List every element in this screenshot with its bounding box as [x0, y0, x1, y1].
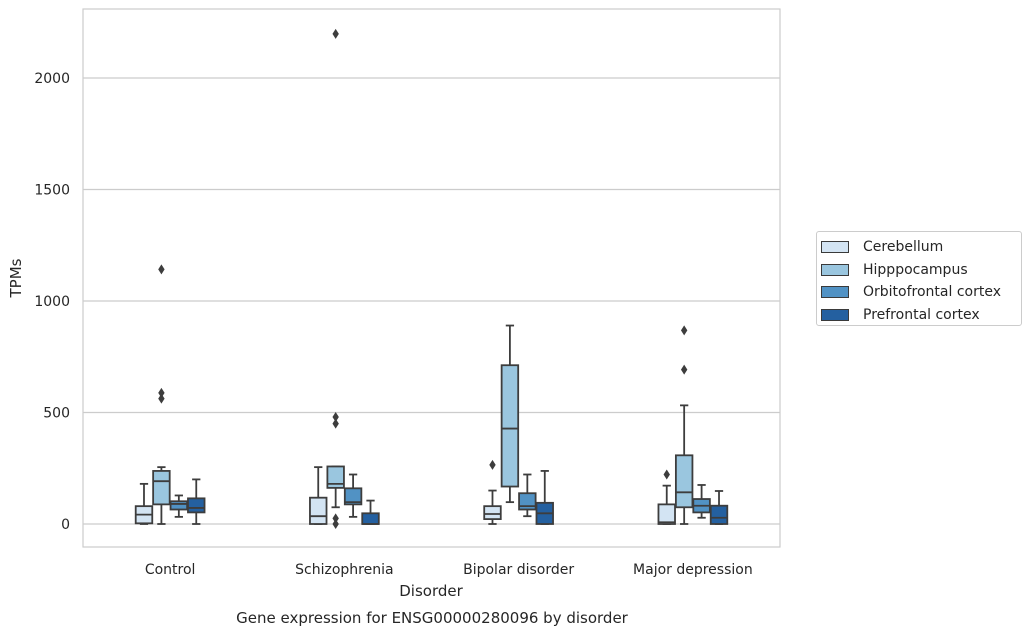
box-prefrontal-cortex	[709, 490, 729, 525]
legend-label: Hipppocampus	[863, 261, 968, 278]
box-hipppocampus	[674, 325, 694, 525]
legend: Cerebellum Hipppocampus Orbitofrontal co…	[816, 231, 1022, 326]
box-cerebellum	[134, 482, 154, 525]
outlier-point	[680, 325, 688, 336]
box-iqr	[483, 505, 502, 520]
outlier-point	[680, 364, 688, 375]
x-axis-ticks: Control Schizophrenia Bipolar disorder Majo…	[145, 562, 753, 578]
box-iqr	[500, 364, 520, 488]
x-tick-label: Major depression	[633, 562, 753, 578]
x-axis-label: Disorder	[399, 582, 463, 600]
legend-item: Cerebellum	[821, 236, 1021, 259]
plot-frame	[82, 8, 781, 548]
y-tick-label: 2000	[34, 71, 70, 87]
box-iqr	[709, 504, 729, 525]
box-series	[134, 28, 729, 529]
box-iqr	[152, 470, 171, 506]
y-tick-label: 500	[43, 406, 70, 422]
legend-swatch	[821, 241, 849, 254]
outlier-point	[158, 264, 165, 275]
box-cerebellum	[483, 459, 502, 525]
box-prefrontal-cortex	[361, 499, 380, 525]
y-tick-label: 1500	[34, 183, 70, 199]
x-tick-label: Schizophrenia	[295, 562, 393, 578]
legend-item: Orbitofrontal cortex	[821, 281, 1021, 304]
box-iqr	[169, 500, 189, 511]
outlier-point	[663, 469, 670, 480]
box-orbitofrontal-cortex	[169, 494, 189, 518]
box-iqr	[657, 503, 676, 525]
box-iqr	[326, 465, 345, 489]
box-iqr	[361, 512, 380, 525]
legend-label: Orbitofrontal cortex	[863, 284, 1001, 301]
outlier-point	[332, 28, 339, 39]
legend-label: Cerebellum	[863, 239, 944, 256]
y-axis-ticks: 0 500 1000 1500 2000	[34, 71, 70, 533]
box-cerebellum	[657, 469, 676, 525]
outlier-point	[332, 411, 339, 422]
x-tick-label: Control	[145, 562, 196, 578]
box-orbitofrontal-cortex	[518, 473, 537, 518]
legend-swatch	[821, 286, 849, 299]
box-iqr	[309, 496, 328, 525]
legend-swatch	[821, 308, 849, 321]
y-axis-label: TPMs	[7, 258, 25, 298]
outlier-point	[332, 418, 339, 429]
box-prefrontal-cortex	[535, 470, 554, 525]
box-cerebellum	[309, 466, 328, 525]
box-iqr	[674, 454, 694, 509]
outlier-point	[489, 459, 496, 470]
box-iqr	[187, 497, 206, 514]
y-tick-label: 1000	[34, 294, 70, 310]
outlier-point	[332, 519, 339, 529]
chart-caption: Gene expression for ENSG00000280096 by d…	[236, 609, 629, 627]
box-orbitofrontal-cortex	[692, 484, 711, 519]
box-iqr	[343, 487, 363, 506]
y-tick-label: 0	[61, 517, 70, 533]
box-orbitofrontal-cortex	[343, 473, 363, 518]
outlier-point	[158, 393, 165, 404]
box-hipppocampus	[326, 28, 345, 529]
box-iqr	[518, 492, 537, 511]
legend-item: Hipppocampus	[821, 259, 1021, 282]
box-hipppocampus	[152, 264, 171, 525]
box-hipppocampus	[500, 324, 520, 504]
legend-label: Prefrontal cortex	[863, 306, 980, 323]
x-tick-label: Bipolar disorder	[463, 562, 574, 578]
legend-item: Prefrontal cortex	[821, 304, 1021, 327]
outlier-point	[332, 513, 339, 524]
legend-swatch	[821, 263, 849, 276]
outlier-point	[158, 387, 165, 398]
box-prefrontal-cortex	[187, 478, 206, 525]
